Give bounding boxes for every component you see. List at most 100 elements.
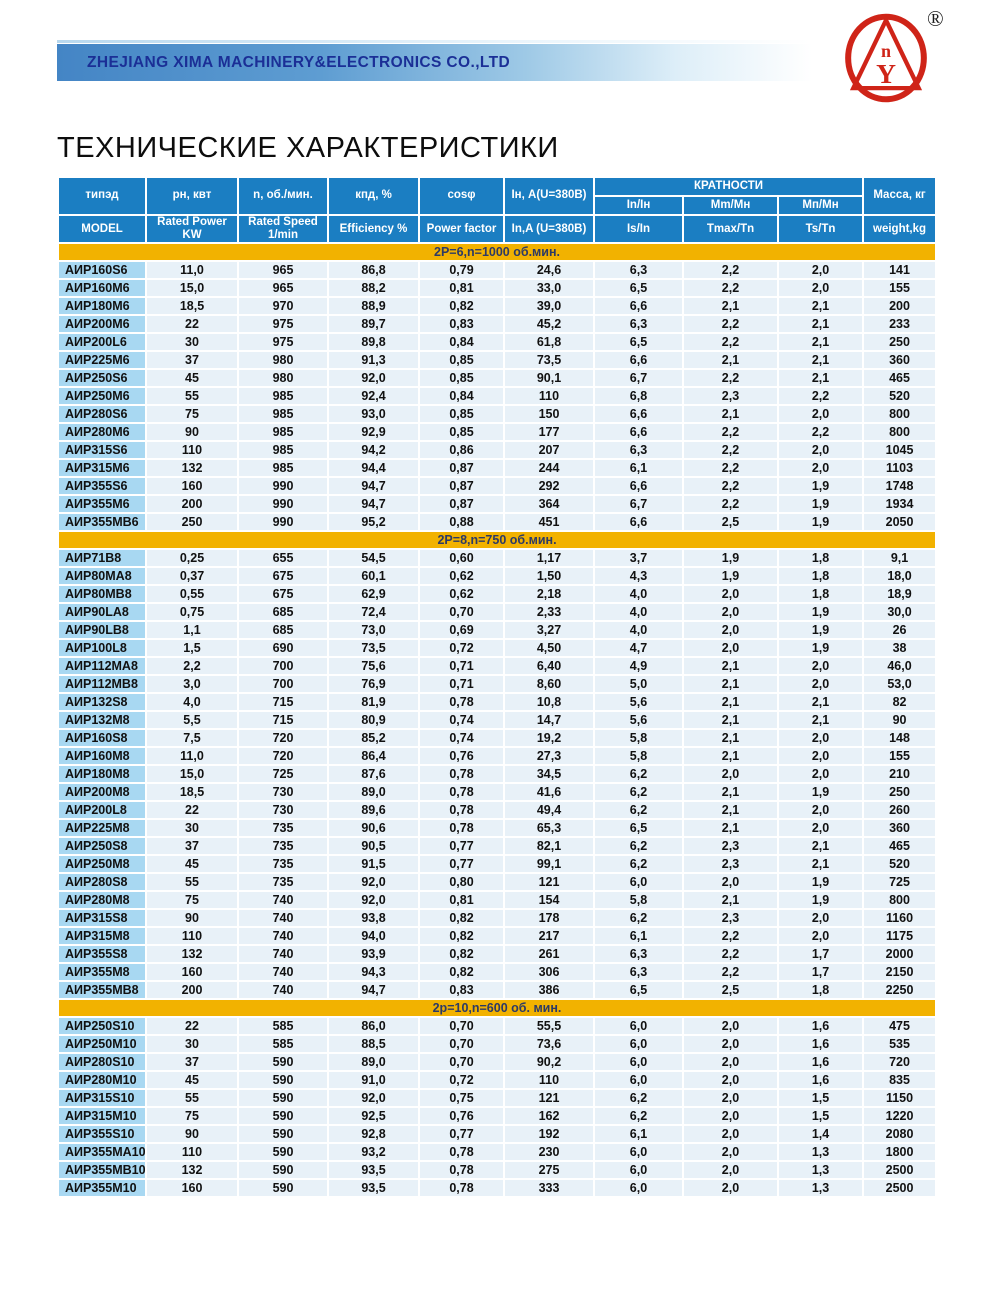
table-row: АИР355S10 90 590 92,8 0,77 192 6,1 2,0 1,4 2080 [57, 1124, 938, 1145]
value-cell: 0,77 [418, 854, 505, 875]
value-cell: 2,0 [682, 1178, 779, 1199]
value-cell: 0,75 [418, 1088, 505, 1109]
value-cell: 1,5 [776, 1106, 865, 1127]
value-cell: 121 [503, 1088, 595, 1109]
value-cell: 1,3 [776, 1142, 865, 1163]
value-cell: 0,76 [418, 1106, 505, 1127]
model-cell: АИР250M10 [57, 1034, 147, 1055]
value-cell: 93,2 [327, 1142, 420, 1163]
value-cell: 65,3 [503, 818, 595, 839]
value-cell: 80,9 [327, 710, 420, 731]
value-cell: 1,7 [776, 962, 865, 983]
value-cell: 6,2 [593, 836, 684, 857]
value-cell: 0,85 [418, 368, 505, 389]
value-cell: 2,5 [682, 980, 779, 1001]
value-cell: 6,1 [593, 458, 684, 479]
value-cell: 0,70 [418, 1016, 505, 1037]
table-row: АИР112MA8 2,2 700 75,6 0,71 6,40 4,9 2,1 2,0 46,0 [57, 656, 938, 677]
value-cell: 2,2 [682, 944, 779, 965]
value-cell: 26 [862, 620, 938, 641]
value-cell: 55 [145, 386, 239, 407]
model-cell: АИР180M8 [57, 764, 147, 785]
model-cell: АИР200L6 [57, 332, 147, 353]
value-cell: 720 [862, 1052, 938, 1073]
value-cell: 0,69 [418, 620, 505, 641]
value-cell: 2250 [862, 980, 938, 1001]
value-cell: 2150 [862, 962, 938, 983]
table-row: АИР250S8 37 735 90,5 0,77 82,1 6,2 2,3 2,1 465 [57, 836, 938, 857]
value-cell: 0,77 [418, 1124, 505, 1145]
value-cell: 0,74 [418, 728, 505, 749]
col-header-speed-en: Rated Speed 1/min [237, 213, 329, 245]
value-cell: 2,0 [776, 656, 865, 677]
value-cell: 975 [237, 332, 329, 353]
model-cell: АИР315M6 [57, 458, 147, 479]
value-cell: 975 [237, 314, 329, 335]
value-cell: 55 [145, 872, 239, 893]
value-cell: 92,0 [327, 368, 420, 389]
value-cell: 2,0 [776, 746, 865, 767]
value-cell: 92,0 [327, 890, 420, 911]
value-cell: 1,17 [503, 548, 595, 569]
value-cell: 1,9 [776, 602, 865, 623]
col-header-current-en: In,A (U=380В) [503, 213, 595, 245]
value-cell: 200 [145, 980, 239, 1001]
value-cell: 1,3 [776, 1160, 865, 1181]
value-cell: 60,1 [327, 566, 420, 587]
value-cell: 37 [145, 836, 239, 857]
value-cell: 90,5 [327, 836, 420, 857]
value-cell: 30,0 [862, 602, 938, 623]
col-header-ratio-tmax-ru: Mm/Мн [682, 195, 779, 216]
value-cell: 800 [862, 404, 938, 425]
value-cell: 85,2 [327, 728, 420, 749]
value-cell: 22 [145, 314, 239, 335]
value-cell: 2,0 [682, 1088, 779, 1109]
col-header-model-en: MODEL [57, 213, 147, 245]
value-cell: 1,7 [776, 944, 865, 965]
value-cell: 1,6 [776, 1070, 865, 1091]
value-cell: 92,8 [327, 1124, 420, 1145]
value-cell: 735 [237, 854, 329, 875]
col-header-ratio-ts-en: Ts/Tn [776, 213, 865, 245]
col-header-power-en: Rated Power KW [145, 213, 239, 245]
value-cell: 250 [862, 782, 938, 803]
value-cell: 0,78 [418, 782, 505, 803]
model-cell: АИР280M10 [57, 1070, 147, 1091]
value-cell: 2,0 [682, 872, 779, 893]
value-cell: 1,3 [776, 1178, 865, 1199]
value-cell: 835 [862, 1070, 938, 1091]
value-cell: 75 [145, 404, 239, 425]
value-cell: 11,0 [145, 260, 239, 281]
value-cell: 89,6 [327, 800, 420, 821]
table-row: АИР180M6 18,5 970 88,9 0,82 39,0 6,6 2,1 2,1 200 [57, 296, 938, 317]
value-cell: 1,8 [776, 566, 865, 587]
value-cell: 110 [503, 386, 595, 407]
model-cell: АИР355M6 [57, 494, 147, 515]
value-cell: 2,2 [682, 314, 779, 335]
value-cell: 81,9 [327, 692, 420, 713]
value-cell: 2050 [862, 512, 938, 533]
value-cell: 990 [237, 512, 329, 533]
value-cell: 0,62 [418, 566, 505, 587]
value-cell: 2,0 [776, 908, 865, 929]
value-cell: 0,82 [418, 926, 505, 947]
col-header-cos-phi-ru: cosφ [418, 176, 505, 216]
value-cell: 2,1 [682, 656, 779, 677]
value-cell: 2,1 [776, 368, 865, 389]
value-cell: 1,8 [776, 548, 865, 569]
model-cell: АИР355MB6 [57, 512, 147, 533]
table-row: АИР225M6 37 980 91,3 0,85 73,5 6,6 2,1 2,1 360 [57, 350, 938, 371]
value-cell: 2,2 [682, 494, 779, 515]
value-cell: 2,0 [776, 728, 865, 749]
value-cell: 94,0 [327, 926, 420, 947]
value-cell: 250 [145, 512, 239, 533]
value-cell: 2,3 [682, 836, 779, 857]
value-cell: 6,0 [593, 1142, 684, 1163]
value-cell: 1,6 [776, 1052, 865, 1073]
table-row: АИР90LB8 1,1 685 73,0 0,69 3,27 4,0 2,0 1,9 26 [57, 620, 938, 641]
value-cell: 244 [503, 458, 595, 479]
value-cell: 590 [237, 1178, 329, 1199]
value-cell: 1,9 [776, 782, 865, 803]
value-cell: 0,87 [418, 458, 505, 479]
model-cell: АИР355MA10 [57, 1142, 147, 1163]
